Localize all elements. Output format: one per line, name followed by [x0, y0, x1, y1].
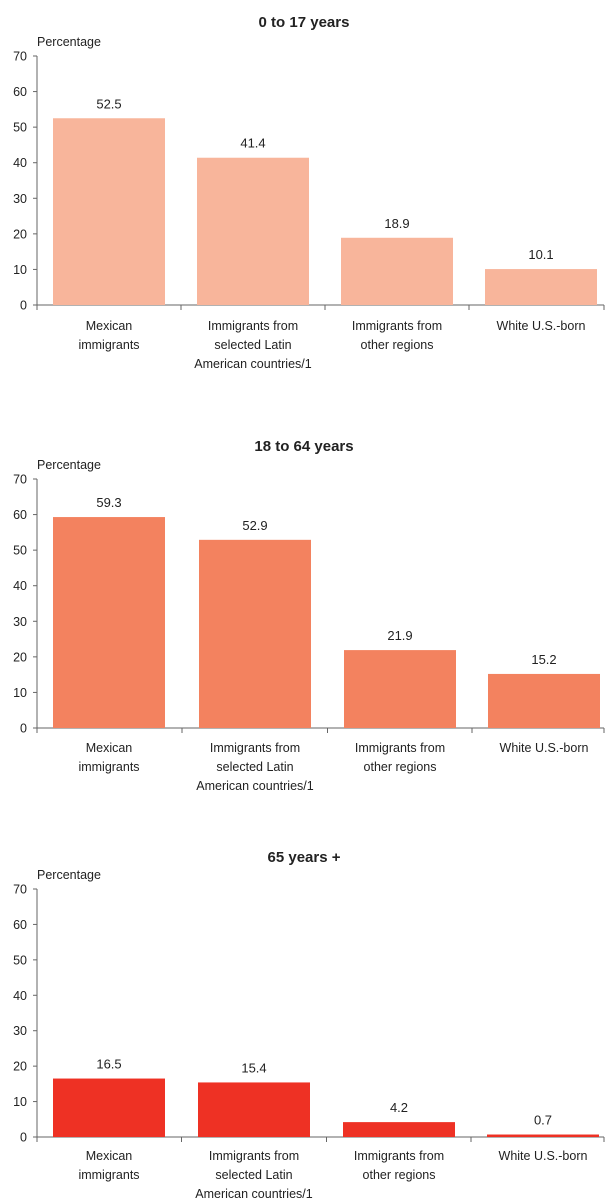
y-tick-label: 0 [20, 722, 27, 736]
y-tick-label: 70 [13, 473, 27, 487]
y-tick-label: 10 [13, 1095, 27, 1109]
y-tick-label: 50 [13, 544, 27, 558]
y-tick-label: 20 [13, 1060, 27, 1074]
y-axis-label: Percentage [37, 35, 101, 49]
bar-1 [53, 1078, 165, 1137]
data-label: 52.5 [96, 96, 121, 111]
category-label: White U.S.-born [499, 1149, 588, 1163]
bar-4 [488, 673, 600, 728]
data-label: 21.9 [387, 628, 412, 643]
category-label: immigrants [78, 1168, 139, 1182]
y-tick-label: 20 [13, 227, 27, 241]
y-tick-label: 10 [13, 263, 27, 277]
category-label: Immigrants from [354, 1149, 444, 1163]
y-tick-label: 30 [13, 192, 27, 206]
category-label: immigrants [78, 760, 139, 774]
bar-1 [53, 118, 165, 305]
bar-3 [343, 1122, 455, 1137]
y-tick-label: 40 [13, 579, 27, 593]
category-label: selected Latin [216, 760, 293, 774]
chart-title: 18 to 64 years [254, 438, 353, 455]
y-tick-label: 0 [20, 1131, 27, 1145]
bar-2 [199, 539, 311, 728]
y-tick-label: 40 [13, 989, 27, 1003]
data-label: 10.1 [528, 247, 553, 262]
bar-3 [341, 237, 453, 305]
category-label: American countries/1 [195, 1187, 312, 1199]
category-label: immigrants [78, 338, 139, 352]
chart-title: 0 to 17 years [259, 14, 350, 31]
data-label: 16.5 [96, 1057, 121, 1072]
y-tick-label: 60 [13, 508, 27, 522]
data-label: 59.3 [96, 495, 121, 510]
category-label: Mexican [86, 741, 133, 755]
y-tick-label: 50 [13, 121, 27, 135]
category-label: American countries/1 [196, 779, 313, 793]
category-label: American countries/1 [194, 357, 311, 371]
y-tick-label: 0 [20, 299, 27, 313]
category-label: Immigrants from [355, 741, 445, 755]
category-label: Immigrants from [352, 319, 442, 333]
bar-3 [344, 650, 456, 728]
category-label: selected Latin [214, 338, 291, 352]
category-label: Mexican [86, 1149, 133, 1163]
y-tick-label: 60 [13, 85, 27, 99]
data-label: 15.4 [241, 1060, 266, 1075]
category-label: other regions [363, 1168, 436, 1182]
category-label: Immigrants from [210, 741, 300, 755]
bar-2 [198, 1082, 310, 1137]
y-tick-label: 60 [13, 918, 27, 932]
y-tick-label: 30 [13, 1024, 27, 1038]
category-label: Immigrants from [208, 319, 298, 333]
y-tick-label: 70 [13, 50, 27, 64]
y-axis-label: Percentage [37, 458, 101, 472]
bar-4 [485, 269, 597, 305]
data-label: 0.7 [534, 1113, 552, 1128]
y-tick-label: 40 [13, 156, 27, 170]
y-tick-label: 20 [13, 650, 27, 664]
category-label: other regions [361, 338, 434, 352]
category-label: other regions [364, 760, 437, 774]
y-tick-label: 10 [13, 686, 27, 700]
y-tick-label: 50 [13, 953, 27, 967]
y-tick-label: 30 [13, 615, 27, 629]
chart-title: 65 years + [268, 849, 341, 866]
data-label: 52.9 [242, 518, 267, 533]
y-axis-label: Percentage [37, 868, 101, 882]
bar-2 [197, 157, 309, 305]
data-label: 4.2 [390, 1100, 408, 1115]
data-label: 41.4 [240, 136, 265, 151]
y-tick-label: 70 [13, 883, 27, 897]
data-label: 18.9 [384, 216, 409, 231]
category-label: White U.S.-born [497, 319, 586, 333]
category-label: White U.S.-born [500, 741, 589, 755]
category-label: Mexican [86, 319, 133, 333]
bar-1 [53, 517, 165, 728]
category-label: Immigrants from [209, 1149, 299, 1163]
category-label: selected Latin [215, 1168, 292, 1182]
bar-4 [487, 1134, 599, 1137]
data-label: 15.2 [531, 652, 556, 667]
